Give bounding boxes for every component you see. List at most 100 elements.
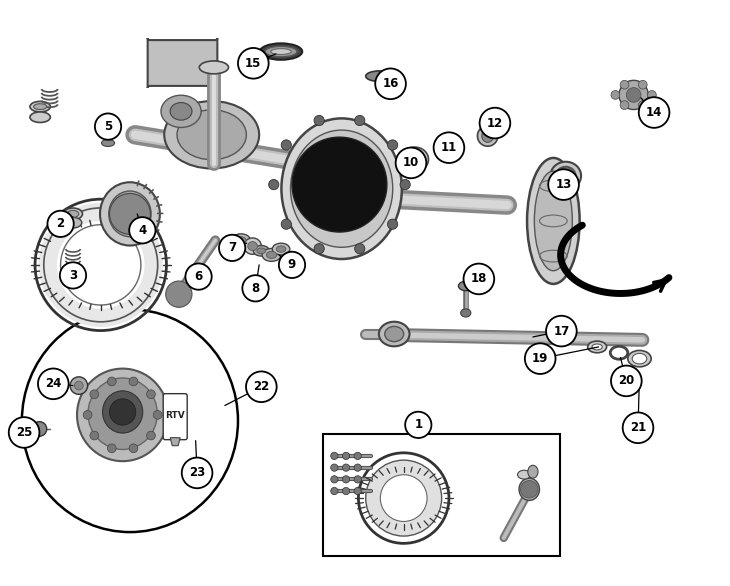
Circle shape [638, 80, 647, 89]
Circle shape [354, 452, 361, 459]
Circle shape [480, 108, 510, 138]
Circle shape [331, 476, 338, 483]
Text: 1: 1 [414, 418, 423, 431]
Circle shape [342, 452, 350, 459]
Circle shape [32, 422, 47, 436]
Circle shape [375, 69, 406, 99]
Circle shape [292, 137, 387, 232]
Ellipse shape [588, 341, 607, 353]
Ellipse shape [620, 84, 648, 106]
Ellipse shape [518, 470, 531, 479]
Ellipse shape [101, 139, 115, 146]
Circle shape [380, 475, 427, 522]
Circle shape [314, 115, 324, 125]
Circle shape [354, 476, 361, 483]
Circle shape [182, 458, 212, 488]
Circle shape [129, 377, 138, 386]
Text: 11: 11 [441, 141, 457, 154]
Ellipse shape [236, 237, 246, 244]
Circle shape [219, 235, 245, 261]
Circle shape [342, 476, 350, 483]
Circle shape [57, 221, 145, 309]
Ellipse shape [30, 101, 50, 112]
Circle shape [525, 343, 556, 374]
Ellipse shape [291, 130, 393, 247]
Text: 19: 19 [532, 352, 548, 365]
Ellipse shape [407, 152, 423, 167]
Ellipse shape [461, 309, 471, 317]
Ellipse shape [435, 146, 458, 158]
Text: 24: 24 [45, 377, 61, 390]
Ellipse shape [67, 210, 79, 217]
Circle shape [434, 132, 464, 163]
Ellipse shape [244, 238, 261, 254]
Ellipse shape [170, 103, 192, 120]
Bar [323, 434, 560, 556]
Ellipse shape [167, 282, 191, 306]
Ellipse shape [628, 350, 651, 367]
Circle shape [648, 91, 656, 99]
FancyBboxPatch shape [164, 394, 187, 440]
Ellipse shape [64, 208, 82, 220]
Circle shape [388, 140, 398, 150]
Ellipse shape [100, 182, 160, 246]
Ellipse shape [247, 241, 258, 251]
Ellipse shape [102, 391, 142, 433]
Ellipse shape [458, 281, 473, 291]
Ellipse shape [527, 158, 580, 284]
Circle shape [464, 264, 494, 294]
Text: 22: 22 [253, 380, 269, 393]
Ellipse shape [109, 191, 151, 237]
Text: 12: 12 [487, 117, 503, 130]
Circle shape [557, 167, 575, 185]
Text: 23: 23 [189, 466, 205, 479]
Text: 20: 20 [618, 374, 634, 387]
Circle shape [95, 114, 121, 139]
Text: 21: 21 [630, 421, 646, 434]
Circle shape [281, 140, 291, 150]
Circle shape [185, 264, 212, 289]
Circle shape [242, 275, 269, 301]
Text: RTV: RTV [165, 411, 185, 420]
Ellipse shape [379, 322, 410, 346]
Ellipse shape [164, 101, 259, 169]
FancyBboxPatch shape [147, 38, 218, 88]
Circle shape [396, 148, 426, 178]
Circle shape [147, 431, 155, 440]
Ellipse shape [632, 353, 647, 364]
Ellipse shape [276, 246, 286, 253]
Circle shape [331, 488, 338, 495]
Circle shape [520, 481, 538, 498]
Circle shape [246, 372, 277, 402]
Text: 6: 6 [194, 270, 203, 283]
Text: 7: 7 [228, 241, 237, 254]
Circle shape [342, 464, 350, 471]
Ellipse shape [231, 234, 250, 247]
Circle shape [331, 464, 338, 471]
Circle shape [405, 412, 431, 438]
Ellipse shape [161, 95, 201, 127]
Circle shape [342, 488, 350, 495]
Circle shape [110, 193, 150, 234]
Ellipse shape [592, 344, 602, 350]
Circle shape [39, 203, 163, 327]
Polygon shape [170, 438, 180, 446]
Circle shape [38, 369, 69, 399]
Circle shape [546, 316, 577, 346]
Text: 15: 15 [245, 57, 261, 70]
Text: 4: 4 [138, 224, 147, 237]
Text: 9: 9 [288, 258, 296, 271]
Circle shape [355, 115, 365, 125]
Ellipse shape [556, 166, 576, 185]
Text: 13: 13 [556, 178, 572, 191]
Circle shape [129, 444, 138, 453]
Text: 5: 5 [104, 120, 112, 133]
Circle shape [107, 444, 116, 453]
Ellipse shape [30, 112, 50, 122]
Circle shape [70, 377, 88, 394]
Circle shape [83, 411, 92, 419]
Circle shape [90, 431, 99, 440]
Circle shape [238, 48, 269, 79]
Circle shape [314, 244, 324, 254]
Ellipse shape [262, 248, 281, 261]
